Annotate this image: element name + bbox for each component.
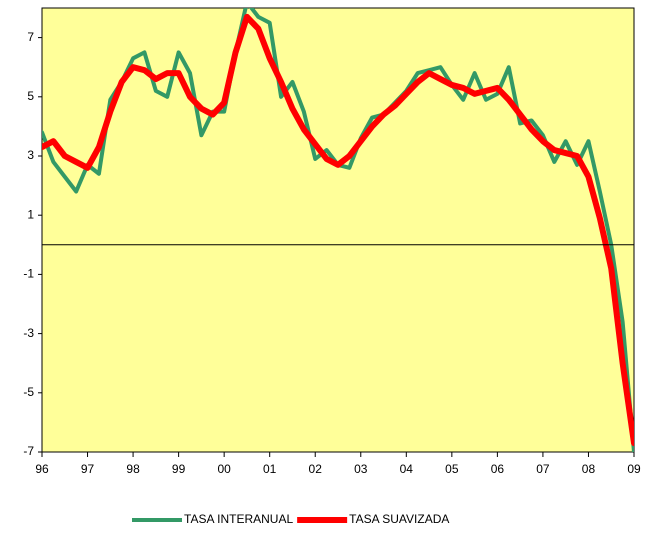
y-tick-label: -5 (23, 385, 34, 399)
x-tick-label: 03 (354, 462, 368, 476)
x-tick-label: 00 (217, 462, 231, 476)
y-tick-label: 7 (27, 30, 34, 44)
x-tick-label: 02 (309, 462, 323, 476)
x-tick-label: 98 (126, 462, 140, 476)
plot-area (41, 7, 635, 453)
y-tick-label: 3 (27, 148, 34, 162)
x-tick-label: 99 (172, 462, 186, 476)
x-tick-label: 97 (81, 462, 95, 476)
series-group (42, 8, 634, 452)
y-tick-label: -3 (23, 326, 34, 340)
legend-label: TASA SUAVIZADA (349, 512, 449, 526)
y-tick-label: -1 (23, 267, 34, 281)
x-tick-label: 04 (400, 462, 414, 476)
x-tick-label: 01 (263, 462, 277, 476)
legend-label: TASA INTERANUAL (184, 512, 293, 526)
y-tick-label: -7 (23, 444, 34, 458)
series-line (42, 13, 634, 447)
x-tick-label: 08 (582, 462, 596, 476)
x-tick-label: 06 (491, 462, 505, 476)
y-tick-label: 5 (27, 89, 34, 103)
x-tick-label: 96 (35, 462, 49, 476)
y-tick-label: 1 (27, 207, 34, 221)
x-tick-label: 09 (627, 462, 641, 476)
x-tick-label: 07 (536, 462, 550, 476)
x-tick-label: 05 (445, 462, 459, 476)
